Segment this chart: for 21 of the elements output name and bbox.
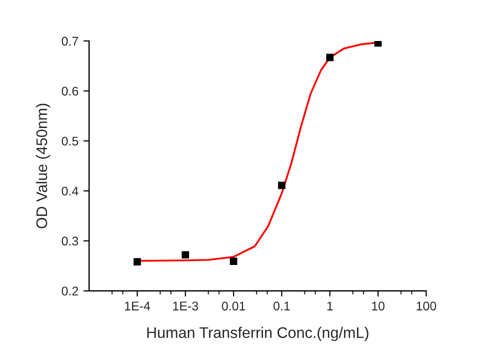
x-tick-label: 100 <box>416 302 436 310</box>
y-tick-label: 0.5 <box>62 136 78 146</box>
y-tick-label: 0.3 <box>62 236 78 246</box>
y-axis-title: OD Value (450nm) <box>36 104 50 228</box>
point <box>278 182 286 190</box>
x-tick-label: 1E-3 <box>173 302 198 310</box>
point <box>230 258 238 266</box>
point <box>182 251 190 259</box>
y-tick-label: 0.7 <box>62 36 78 46</box>
point <box>134 258 141 266</box>
point <box>374 40 382 47</box>
y-tick-label: 0.4 <box>62 186 78 196</box>
x-tick-label: 10 <box>372 302 384 310</box>
x-tick-label: 0.1 <box>274 302 290 310</box>
point <box>326 54 334 62</box>
x-tick-label: 1 <box>327 302 333 310</box>
x-tick-label: 1E-4 <box>125 302 150 310</box>
x-axis-title: Human Transferrin Conc.(ng/mL) <box>147 326 368 342</box>
y-tick-label: 0.2 <box>62 286 78 296</box>
x-tick-label: 0.01 <box>222 302 246 310</box>
y-tick-label: 0.6 <box>62 86 78 96</box>
